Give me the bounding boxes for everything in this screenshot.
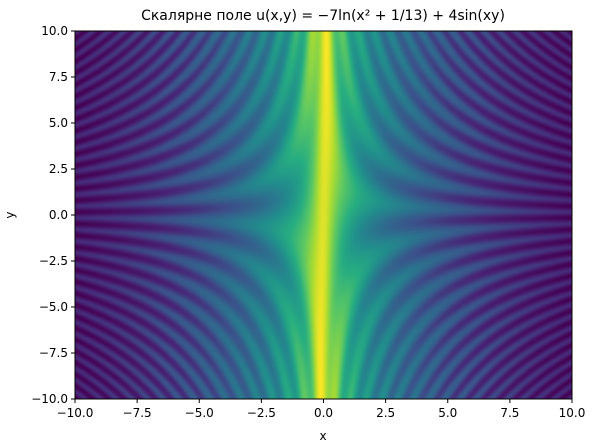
x-tick-label: 10.0 xyxy=(559,406,586,420)
plot-frame xyxy=(74,30,573,400)
y-tick-label: −2.5 xyxy=(39,254,68,268)
y-tick-label: 10.0 xyxy=(41,24,68,38)
x-tick-label: −10.0 xyxy=(57,406,94,420)
x-tick-label: −5.0 xyxy=(185,406,214,420)
x-tick-label: −7.5 xyxy=(123,406,152,420)
y-axis-ticks: −10.0 −7.5 −5.0 −2.5 0.0 2.5 5.0 7.5 10.0 xyxy=(31,24,75,406)
x-tick-label: 5.0 xyxy=(438,406,457,420)
x-tick-label: 0.0 xyxy=(314,406,333,420)
heatmap-field xyxy=(75,31,572,399)
y-tick-label: −5.0 xyxy=(39,300,68,314)
y-tick-label: −10.0 xyxy=(31,392,68,406)
x-axis-label: x xyxy=(319,429,326,443)
x-tick-label: 7.5 xyxy=(500,406,519,420)
y-tick-label: 7.5 xyxy=(49,70,68,84)
x-tick-label: −2.5 xyxy=(247,406,276,420)
x-axis-ticks: −10.0 −7.5 −5.0 −2.5 0.0 2.5 5.0 7.5 10.0 xyxy=(57,399,586,420)
y-axis-label: y xyxy=(3,211,17,218)
chart-title: Скалярне поле u(x,y) = −7ln(x² + 1/13) +… xyxy=(141,8,505,24)
y-tick-label: −7.5 xyxy=(39,346,68,360)
y-tick-label: 5.0 xyxy=(49,116,68,130)
y-tick-label: 2.5 xyxy=(49,162,68,176)
y-tick-label: 0.0 xyxy=(49,208,68,222)
x-tick-label: 2.5 xyxy=(376,406,395,420)
